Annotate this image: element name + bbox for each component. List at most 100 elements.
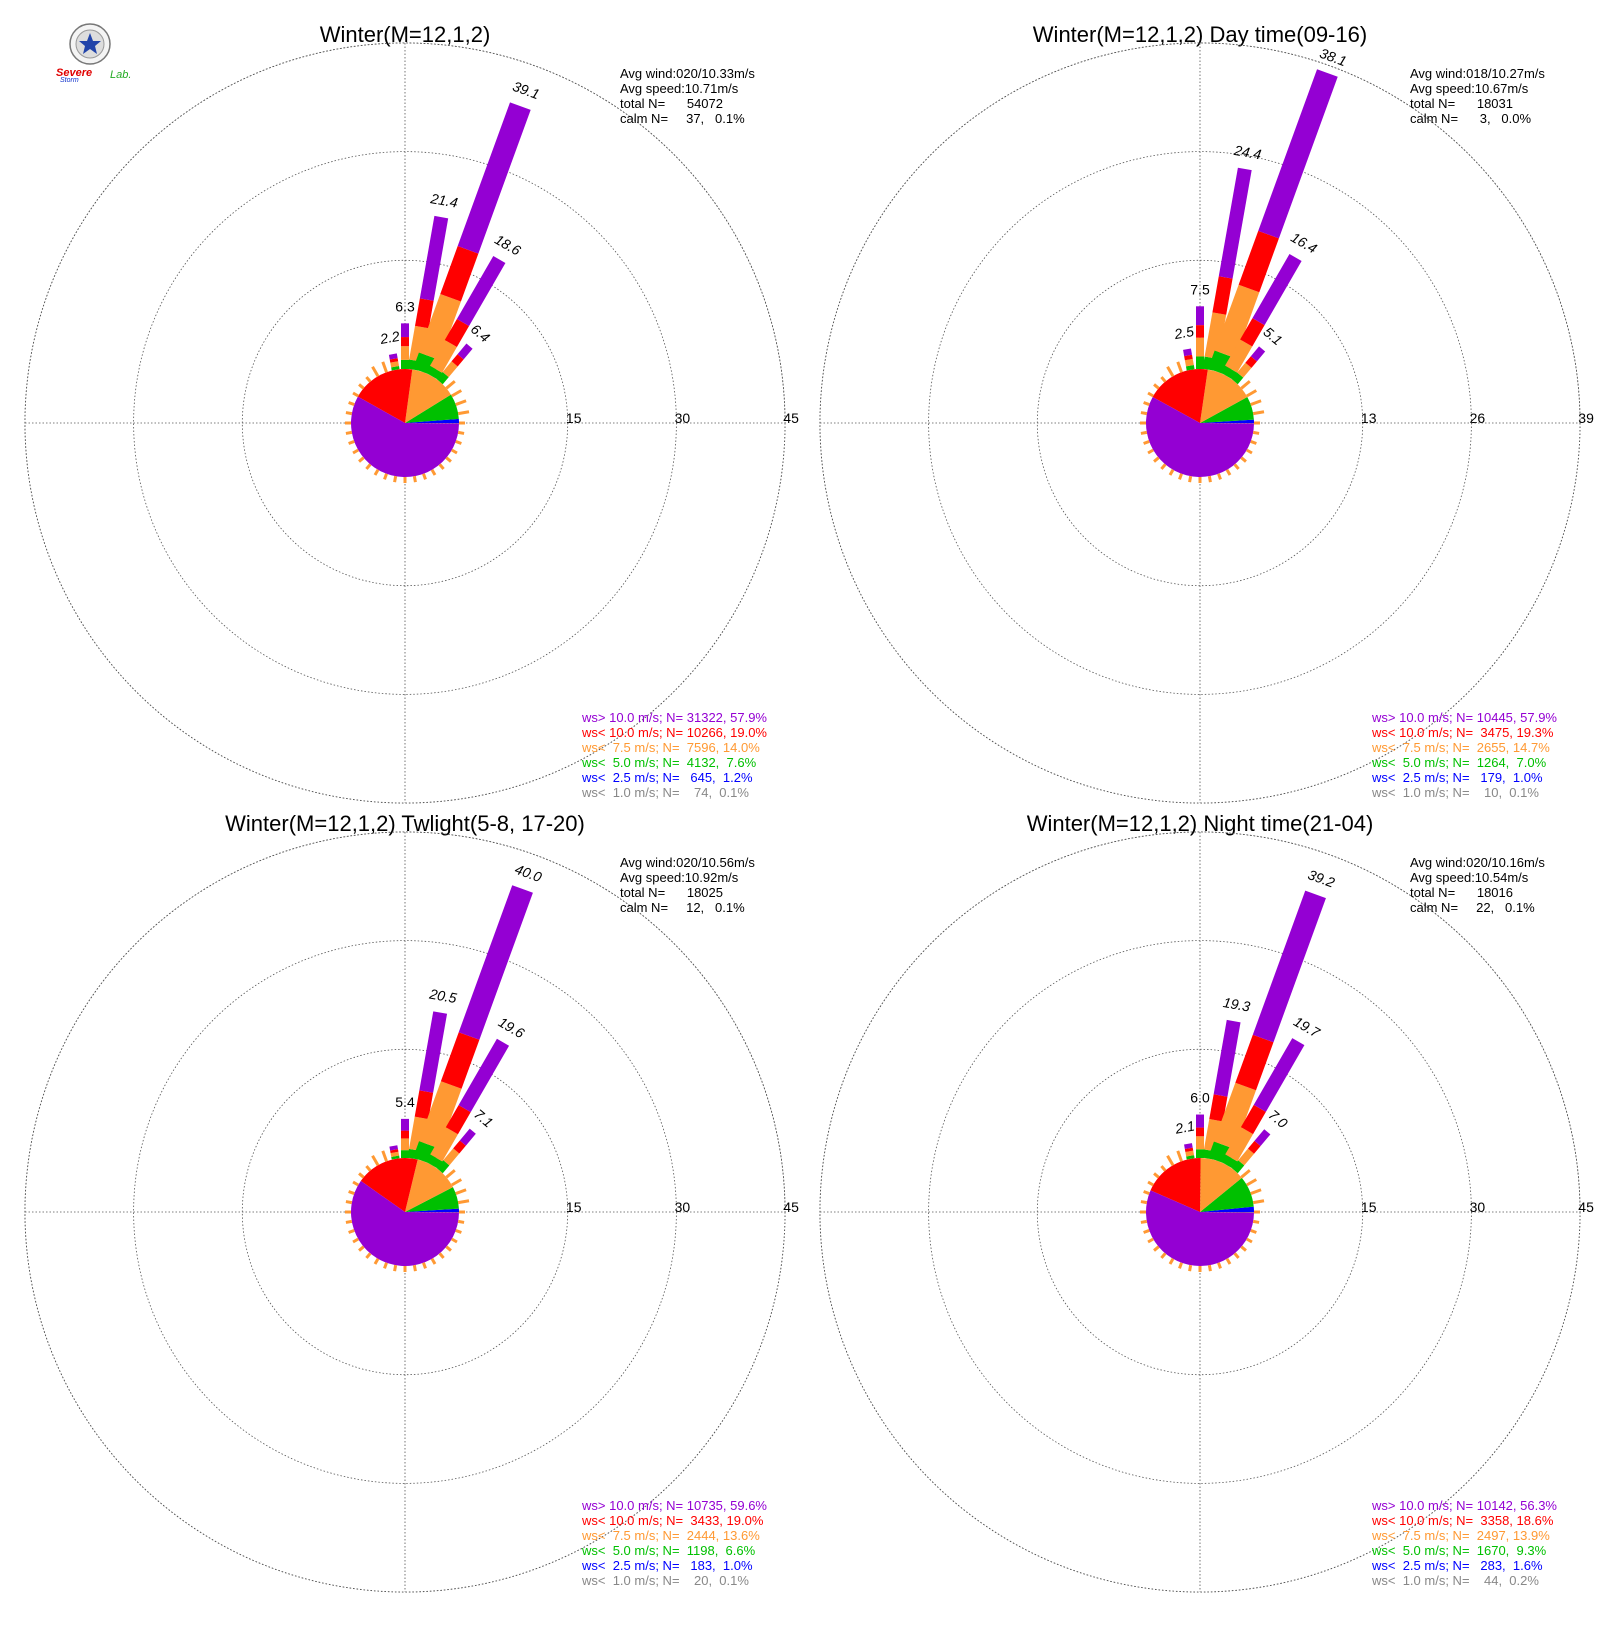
legend-entry: ws< 5.0 m/s; N= 1264, 7.0%	[1371, 755, 1547, 770]
direction-stub	[455, 399, 467, 406]
direction-stub	[422, 473, 427, 480]
direction-stub	[438, 1252, 445, 1259]
stats-line: calm N= 3, 0.0%	[1410, 111, 1531, 126]
direction-stub	[451, 448, 458, 455]
stats-line: total N= 54072	[620, 96, 723, 111]
stats-line: calm N= 22, 0.1%	[1410, 900, 1535, 915]
ring-label: 30	[1470, 1199, 1486, 1215]
direction-stub	[430, 469, 437, 476]
direction-bar-segment	[1235, 1034, 1274, 1091]
stats-line: Avg speed:10.71m/s	[620, 81, 739, 96]
direction-stub	[352, 1237, 359, 1244]
direction-bar-segment	[1238, 230, 1279, 293]
pie-slice	[1150, 1158, 1201, 1212]
ring-label: 39	[1578, 410, 1594, 426]
direction-bar-segment	[1252, 890, 1326, 1043]
direction-bar-segment	[391, 365, 400, 371]
direction-stub	[348, 401, 355, 406]
direction-stub	[412, 475, 417, 483]
direction-stub	[1188, 475, 1193, 483]
direction-stub	[1140, 411, 1148, 416]
direction-stub	[352, 391, 359, 398]
direction-stub	[1153, 456, 1160, 463]
wind-rose-panel: Winter(M=12,1,2) Twlight(5-8, 17-20)15 30…	[24, 811, 799, 1593]
direction-bar-segment	[440, 1032, 480, 1089]
bar-value-label: 38.1	[1318, 45, 1349, 69]
ring-label: 15	[566, 1199, 582, 1215]
direction-bar-segment	[1184, 1147, 1194, 1153]
ring-label: 15	[1361, 1199, 1377, 1215]
bar-value-label: 19.7	[1291, 1013, 1324, 1041]
direction-bar-segment	[442, 361, 458, 378]
wind-rose-panel: Winter(M=12,1,2) Night time(21-04)15 30 45…	[819, 811, 1594, 1593]
legend-entry: ws< 10.0 m/s; N= 3358, 18.6%	[1371, 1513, 1554, 1528]
direction-stub	[451, 1178, 463, 1187]
pie-slice	[405, 1208, 459, 1212]
direction-bar-segment	[388, 353, 398, 360]
direction-stub	[1140, 430, 1148, 435]
direction-stub	[1153, 383, 1160, 390]
direction-stub	[445, 380, 456, 390]
direction-stub	[383, 473, 388, 480]
lab-logo-graphic: Severe Storm Lab.	[56, 23, 131, 84]
bar-value-label: 18.6	[492, 231, 524, 259]
direction-stub	[345, 411, 353, 416]
pie-slice	[1146, 1190, 1254, 1267]
direction-bar-segment	[440, 246, 479, 302]
direction-stub	[348, 440, 355, 445]
direction-bar-segment	[456, 256, 506, 327]
direction-stub	[1160, 1165, 1167, 1172]
direction-stub	[1166, 365, 1175, 377]
legend-entry: ws< 2.5 m/s; N= 179, 1.0%	[1371, 770, 1543, 785]
direction-stub	[1240, 1245, 1247, 1252]
direction-bar-segment	[444, 319, 470, 348]
direction-bar-segment	[1204, 312, 1227, 359]
direction-bar-segment	[1184, 1143, 1193, 1150]
direction-stub	[358, 456, 365, 463]
pie-slice	[1200, 369, 1248, 423]
direction-bar-segment	[457, 102, 531, 254]
direction-stub	[1207, 475, 1212, 483]
direction-stub	[1240, 1169, 1251, 1179]
direction-bar-segment	[445, 1105, 471, 1135]
pie-slice	[1200, 419, 1254, 423]
direction-stub	[422, 1262, 427, 1269]
direction-stub	[1147, 1237, 1154, 1244]
direction-stub	[1250, 399, 1262, 406]
direction-bar-segment	[1245, 356, 1257, 368]
direction-stub	[365, 376, 372, 383]
legend-entry: ws< 7.5 m/s; N= 2655, 14.7%	[1371, 740, 1550, 755]
legend-entry: ws> 10.0 m/s; N= 10142, 56.3%	[1371, 1498, 1557, 1513]
direction-stub	[358, 1172, 365, 1179]
lab-logo: Severe Storm Lab.	[52, 22, 152, 84]
stats-line: Avg wind:018/10.27m/s	[1410, 66, 1545, 81]
ring-label: 15	[566, 410, 582, 426]
stats-line: Avg speed:10.54m/s	[1410, 870, 1529, 885]
direction-stub	[1160, 376, 1167, 383]
legend-entry: ws< 2.5 m/s; N= 645, 1.2%	[581, 770, 753, 785]
bar-value-label: 40.0	[513, 861, 544, 885]
direction-stub	[358, 383, 365, 390]
direction-bar-segment	[1220, 1154, 1238, 1169]
pie-slice	[1146, 396, 1254, 477]
direction-stub	[1225, 469, 1232, 476]
legend-entry: ws< 7.5 m/s; N= 2497, 13.9%	[1371, 1528, 1550, 1543]
bar-value-label: 19.3	[1222, 994, 1252, 1015]
direction-stub	[393, 1264, 398, 1272]
bar-value-label: 20.5	[427, 985, 458, 1006]
direction-stub	[348, 1229, 355, 1234]
direction-stub	[1217, 473, 1222, 480]
pie-slice	[357, 369, 413, 423]
direction-stub	[1168, 469, 1175, 476]
direction-stub	[1207, 1264, 1212, 1272]
range-ring	[819, 831, 1581, 1593]
ring-label: 30	[675, 1199, 691, 1215]
direction-bar-segment	[414, 1090, 434, 1120]
direction-bar-segment	[1183, 348, 1193, 357]
direction-bar-segment	[1186, 1155, 1195, 1160]
range-ring	[24, 42, 786, 804]
direction-stub	[1143, 1229, 1150, 1234]
ring-label: 45	[783, 410, 799, 426]
direction-bar-segment	[418, 293, 461, 361]
